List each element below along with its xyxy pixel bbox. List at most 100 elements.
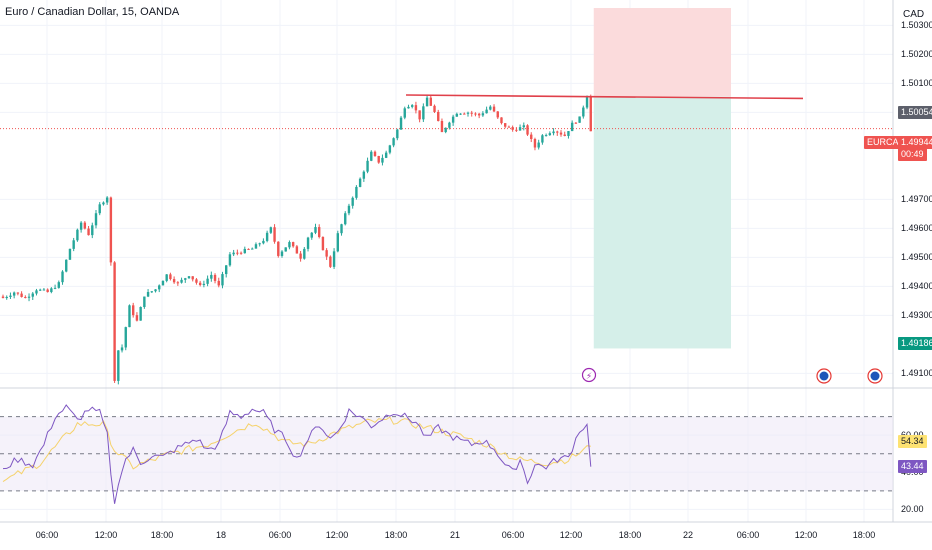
time-tick-label-5: 12:00	[325, 530, 349, 540]
candle-body-90	[336, 233, 339, 252]
candle-body-11	[42, 289, 46, 291]
candle-body-78	[291, 242, 295, 247]
candle-body-31	[117, 350, 120, 381]
candle-body-48	[180, 279, 183, 283]
candle-body-45	[169, 274, 172, 280]
candle-body-107	[399, 117, 403, 130]
candle-body-26	[98, 204, 101, 214]
candle-body-103	[384, 152, 388, 158]
candle-body-69	[258, 243, 261, 245]
candle-body-19	[72, 240, 75, 249]
price-tick-label-9: 1.49100	[901, 368, 932, 379]
rsi-band	[0, 416, 893, 491]
candle-body-131	[489, 106, 492, 110]
chart-title: Euro / Canadian Dollar, 15, OANDA	[5, 6, 180, 18]
candle-body-97	[362, 171, 366, 179]
candle-body-33	[124, 327, 127, 348]
candle-body-115	[429, 97, 432, 106]
candle-body-157	[585, 96, 589, 108]
candle-body-129	[481, 113, 485, 116]
candle-body-105	[392, 138, 395, 146]
candle-body-57	[213, 274, 217, 281]
candle-body-126	[470, 112, 473, 114]
price-tick-label-0: 1.50300	[901, 20, 932, 31]
stop-loss-zone	[593, 8, 731, 97]
candle-body-49	[184, 278, 187, 280]
candle-body-56	[210, 274, 213, 279]
economic-event-flag-1	[870, 371, 880, 381]
candle-body-32	[120, 347, 124, 351]
candle-body-54	[202, 283, 206, 285]
candle-body-24	[91, 225, 94, 236]
candle-body-55	[206, 278, 209, 284]
candle-body-95	[355, 186, 358, 198]
time-tick-label-11: 22	[682, 530, 693, 540]
time-tick-label-8: 06:00	[501, 530, 525, 540]
candle-body-46	[172, 279, 176, 283]
candle-body-148	[552, 131, 555, 134]
candle-body-25	[94, 213, 98, 226]
candle-body-82	[306, 237, 310, 249]
candle-body-36	[135, 315, 139, 321]
candle-body-40	[150, 291, 153, 293]
candle-body-143	[533, 139, 537, 148]
candle-body-74	[277, 241, 280, 256]
candle-body-154	[574, 122, 578, 124]
candle-body-65	[243, 248, 246, 254]
candle-body-50	[187, 276, 191, 279]
candle-body-28	[105, 197, 109, 203]
price-tick-label-6: 1.49500	[901, 252, 932, 263]
candle-body-108	[403, 108, 406, 118]
candle-body-89	[332, 251, 336, 267]
candle-body-8	[31, 293, 34, 297]
candle-body-59	[221, 274, 224, 286]
candle-body-43	[161, 280, 165, 286]
candle-body-84	[314, 227, 317, 233]
candle-body-139	[518, 127, 522, 131]
candle-body-140	[522, 125, 525, 128]
candle-body-9	[35, 290, 38, 294]
candle-body-138	[515, 129, 518, 131]
candle-body-51	[191, 276, 194, 280]
candle-body-18	[68, 248, 72, 260]
candle-body-22	[83, 222, 87, 229]
candle-body-155	[578, 116, 581, 123]
time-tick-label-0: 06:00	[35, 530, 59, 540]
time-tick-label-14: 18:00	[852, 530, 876, 540]
candle-body-61	[228, 254, 232, 266]
candle-body-68	[254, 244, 258, 249]
candle-body-116	[433, 105, 436, 112]
candle-body-120	[448, 122, 451, 128]
candle-body-133	[496, 111, 499, 118]
candle-body-113	[422, 106, 425, 120]
candle-body-102	[381, 157, 384, 163]
time-tick-label-13: 12:00	[794, 530, 818, 540]
candle-body-135	[504, 123, 507, 127]
candle-body-4	[16, 292, 20, 294]
time-tick-label-6: 18:00	[384, 530, 408, 540]
candle-body-130	[485, 109, 488, 114]
candle-body-86	[321, 236, 325, 251]
candle-body-152	[567, 131, 570, 136]
currency-label[interactable]: CAD	[903, 9, 925, 20]
candle-body-21	[79, 222, 83, 230]
candle-body-6	[24, 296, 27, 298]
rsi-line	[2, 404, 592, 504]
candle-body-44	[165, 274, 168, 281]
candle-body-17	[65, 259, 68, 272]
resistance-line	[405, 94, 804, 100]
candle-body-67	[251, 248, 254, 250]
candle-body-106	[396, 129, 399, 139]
candle-body-42	[158, 285, 161, 290]
candle-body-85	[318, 227, 321, 237]
candle-body-91	[340, 224, 343, 234]
candle-body-142	[530, 134, 533, 140]
candle-body-38	[143, 296, 146, 307]
candle-body-13	[50, 288, 53, 293]
candle-body-119	[444, 127, 447, 133]
candle-body-114	[425, 97, 429, 107]
candle-body-35	[132, 305, 135, 316]
rsi-ma-line	[2, 416, 591, 483]
target-price-tag: 1.49186	[898, 337, 932, 350]
